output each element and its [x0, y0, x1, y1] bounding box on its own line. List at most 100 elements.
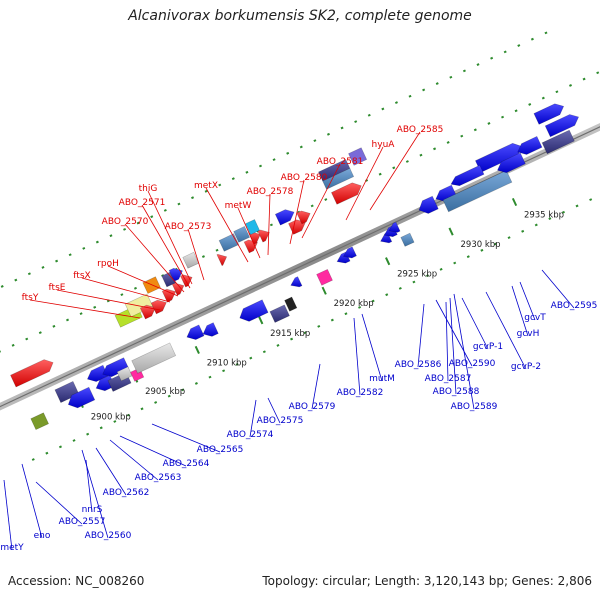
outer-dot [177, 202, 181, 206]
reverse-gene[interactable] [95, 374, 116, 392]
forward-gene[interactable] [10, 359, 54, 388]
reverse-gene-label[interactable]: mutM [369, 374, 395, 384]
reverse-gene-label[interactable]: eno [34, 531, 51, 541]
inner-dot [303, 331, 307, 335]
forward-gene[interactable] [274, 209, 295, 226]
reverse-gene-label[interactable]: ABO_2557 [59, 517, 106, 527]
reverse-gene-label[interactable]: gcvP-2 [511, 362, 541, 372]
forward-gene-label[interactable]: hyuA [372, 140, 396, 150]
forward-gene[interactable] [322, 168, 355, 190]
forward-gene-label[interactable]: ftsE [49, 283, 66, 293]
forward-gene[interactable] [150, 299, 167, 315]
reverse-gene[interactable] [343, 246, 357, 259]
reverse-gene-label[interactable]: ABO_2579 [289, 402, 336, 412]
inner-dot [398, 286, 402, 290]
reverse-gene-label[interactable]: ABO_2565 [197, 445, 244, 455]
feature-track[interactable] [10, 103, 580, 430]
forward-gene-label[interactable]: ftsY [22, 293, 39, 303]
inner-dot [534, 223, 538, 227]
reverse-gene-label[interactable]: ABO_2595 [551, 301, 598, 311]
forward-gene[interactable] [296, 210, 311, 225]
reverse-gene-label[interactable]: ABO_2574 [227, 430, 274, 440]
outer-dot [218, 183, 222, 187]
reverse-gene[interactable] [116, 366, 133, 382]
forward-gene-label[interactable]: ABO_2581 [317, 157, 364, 167]
reverse-gene-label[interactable]: ABO_2563 [135, 473, 182, 483]
forward-gene-label[interactable]: ABO_2573 [165, 222, 212, 232]
reverse-gene-label[interactable]: ABO_2588 [433, 387, 480, 397]
feature-labels[interactable]: ftsY ftsE ftsX rpoH ABO_2570 ABO_2571 thiG ABO_… [0, 125, 597, 553]
forward-gene-label[interactable]: ABO_2580 [281, 173, 328, 183]
reverse-gene[interactable] [388, 221, 401, 233]
mid-dot [310, 204, 314, 208]
reverse-gene[interactable] [269, 304, 290, 323]
backbone-core [0, 126, 600, 408]
reverse-gene[interactable] [450, 164, 485, 187]
mid-dot [0, 350, 2, 353]
outer-dot [394, 101, 398, 105]
reverse-gene[interactable] [497, 152, 526, 174]
reverse-gene-label[interactable]: gcvT [524, 313, 546, 323]
mid-dot [596, 71, 600, 75]
reverse-gene-label[interactable]: gcvP-1 [473, 342, 503, 352]
reverse-gene-label[interactable]: ABO_2575 [257, 416, 304, 426]
forward-gene[interactable] [245, 219, 260, 235]
outer-dot [449, 75, 453, 79]
forward-gene[interactable] [348, 147, 368, 166]
reverse-gene-label[interactable]: gcvH [517, 329, 540, 339]
reverse-gene[interactable] [30, 412, 49, 430]
reverse-gene[interactable] [186, 324, 205, 340]
forward-gene-label[interactable]: ABO_2571 [119, 198, 166, 208]
inner-dot [548, 217, 552, 221]
forward-gene[interactable] [233, 226, 250, 243]
forward-gene[interactable] [218, 233, 240, 252]
forward-gene-label[interactable]: thiG [139, 184, 158, 194]
reverse-gene[interactable] [316, 269, 333, 286]
forward-gene-label[interactable]: metX [194, 181, 218, 191]
scale-label: 2935 kbp [524, 210, 564, 220]
forward-gene-leader [147, 190, 193, 285]
mid-dot [419, 153, 423, 157]
forward-gene-label[interactable]: ABO_2570 [102, 217, 149, 227]
forward-gene-label[interactable]: ftsX [73, 271, 90, 281]
forward-gene[interactable] [216, 253, 228, 266]
reverse-gene[interactable] [284, 296, 298, 312]
outer-dot [123, 227, 127, 231]
forward-gene-label[interactable]: ABO_2578 [247, 187, 294, 197]
reverse-gene[interactable] [202, 322, 219, 337]
reverse-gene-label[interactable]: ABO_2582 [337, 388, 384, 398]
reverse-gene[interactable] [131, 342, 177, 374]
forward-gene-label[interactable]: metW [225, 201, 252, 211]
reverse-gene-label[interactable]: ABO_2564 [163, 459, 210, 469]
reverse-gene[interactable] [86, 364, 109, 382]
reverse-gene-label[interactable]: ABO_2586 [395, 360, 442, 370]
reverse-gene-label[interactable]: ABO_2590 [449, 359, 496, 369]
forward-gene[interactable] [161, 288, 177, 303]
reverse-gene-label[interactable]: nnrS [82, 505, 103, 515]
reverse-gene[interactable] [442, 170, 513, 213]
forward-gene[interactable] [331, 182, 362, 205]
reverse-gene-label[interactable]: metY [0, 543, 24, 553]
scale-label: 2905 kbp [145, 387, 185, 397]
forward-gene[interactable] [533, 103, 565, 125]
forward-gene[interactable] [257, 229, 270, 243]
forward-gene-label[interactable]: ABO_2585 [397, 125, 444, 135]
reverse-gene-label[interactable]: ABO_2587 [425, 374, 472, 384]
reverse-gene[interactable] [517, 136, 543, 155]
reverse-gene[interactable] [418, 195, 439, 214]
reverse-gene-label[interactable]: ABO_2562 [103, 488, 150, 498]
reverse-gene[interactable] [541, 129, 575, 155]
mid-dot [433, 147, 437, 151]
outer-dot [68, 253, 72, 257]
reverse-gene[interactable] [67, 386, 96, 409]
forward-gene[interactable] [544, 114, 580, 138]
reverse-gene[interactable] [400, 232, 415, 247]
reverse-gene[interactable] [290, 276, 303, 288]
forward-gene-leader [56, 289, 161, 311]
mid-dot [106, 299, 110, 303]
reverse-gene-label[interactable]: ABO_2589 [451, 402, 498, 412]
reverse-gene[interactable] [239, 299, 269, 322]
reverse-gene-label[interactable]: ABO_2560 [85, 531, 132, 541]
forward-gene-label[interactable]: rpoH [97, 259, 119, 269]
